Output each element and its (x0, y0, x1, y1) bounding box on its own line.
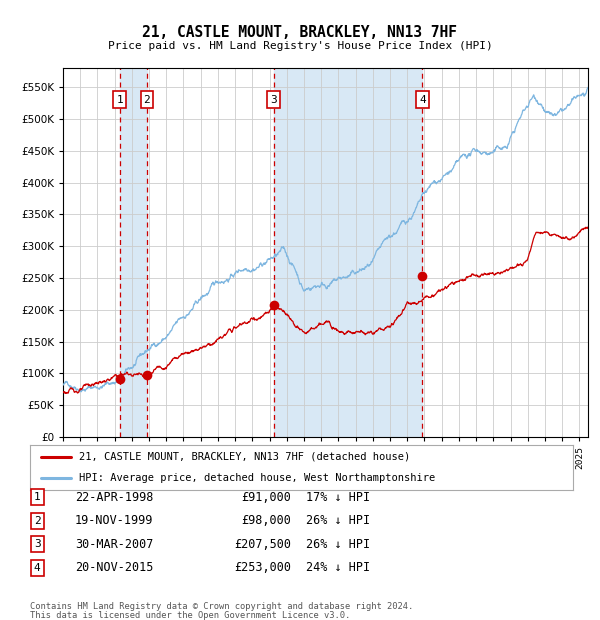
Bar (120, 68, 147, 437)
Bar (274, 68, 422, 437)
Text: 1: 1 (116, 95, 124, 105)
Text: £98,000: £98,000 (241, 515, 291, 527)
Text: 17% ↓ HPI: 17% ↓ HPI (306, 491, 370, 503)
Text: 21, CASTLE MOUNT, BRACKLEY, NN13 7HF: 21, CASTLE MOUNT, BRACKLEY, NN13 7HF (143, 25, 458, 40)
Text: 22-APR-1998: 22-APR-1998 (75, 491, 154, 503)
Text: 26% ↓ HPI: 26% ↓ HPI (306, 515, 370, 527)
Text: HPI: Average price, detached house, West Northamptonshire: HPI: Average price, detached house, West… (79, 472, 435, 482)
Text: 3: 3 (34, 539, 41, 549)
Text: 30-MAR-2007: 30-MAR-2007 (75, 538, 154, 551)
Text: Price paid vs. HM Land Registry's House Price Index (HPI): Price paid vs. HM Land Registry's House … (107, 41, 493, 51)
Text: This data is licensed under the Open Government Licence v3.0.: This data is licensed under the Open Gov… (30, 611, 350, 619)
Text: 4: 4 (34, 563, 41, 573)
Text: 19-NOV-1999: 19-NOV-1999 (75, 515, 154, 527)
Text: £253,000: £253,000 (234, 562, 291, 574)
Text: 1: 1 (34, 492, 41, 502)
Text: 3: 3 (271, 95, 277, 105)
Text: £91,000: £91,000 (241, 491, 291, 503)
Text: 21, CASTLE MOUNT, BRACKLEY, NN13 7HF (detached house): 21, CASTLE MOUNT, BRACKLEY, NN13 7HF (de… (79, 452, 410, 462)
Text: 26% ↓ HPI: 26% ↓ HPI (306, 538, 370, 551)
Text: 20-NOV-2015: 20-NOV-2015 (75, 562, 154, 574)
Text: 2: 2 (143, 95, 151, 105)
Text: 2: 2 (34, 516, 41, 526)
Text: £207,500: £207,500 (234, 538, 291, 551)
Text: 24% ↓ HPI: 24% ↓ HPI (306, 562, 370, 574)
Text: 4: 4 (419, 95, 426, 105)
Text: Contains HM Land Registry data © Crown copyright and database right 2024.: Contains HM Land Registry data © Crown c… (30, 603, 413, 611)
